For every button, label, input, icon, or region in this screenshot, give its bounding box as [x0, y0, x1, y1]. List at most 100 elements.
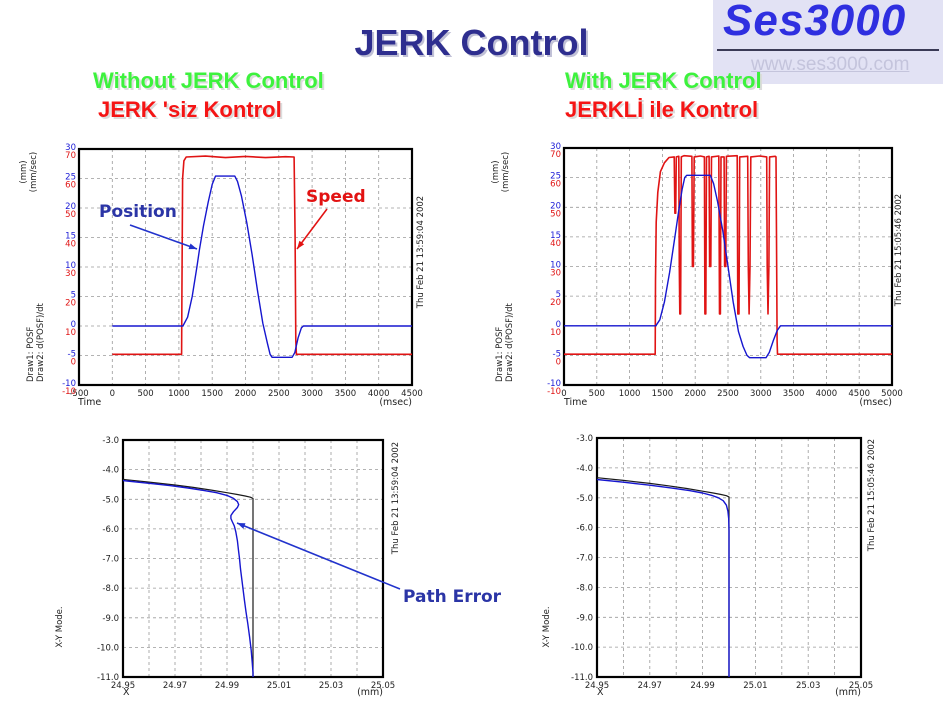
y-tick-label-speed: 20: [65, 299, 76, 309]
y-tick-label-speed: -10: [547, 387, 561, 397]
x-tick-label: 1000: [619, 389, 641, 399]
position-curve: [564, 174, 892, 359]
x-tick-label: 4500: [401, 389, 423, 399]
y-tick-label-position: 15: [550, 231, 561, 241]
x-tick-label: 1000: [168, 389, 190, 399]
y-tick-label-position: 5: [556, 290, 561, 300]
y-unit-mm: (mm): [491, 160, 501, 183]
with-jerk-time-chart: 0 500 1000 1500 2000 2500 3000 3500 4000 4500 5000…: [491, 142, 904, 408]
x-tick-label: 25.01: [743, 681, 767, 691]
draw2-label: Draw2: d(POSF)/dt: [505, 302, 515, 382]
position-arrow: [129, 224, 198, 250]
logo-url-link[interactable]: www.ses3000.com: [751, 54, 910, 75]
plot-frame: [562, 146, 894, 387]
y-tick-label-position: 25: [550, 172, 561, 182]
x-tick-label: 24.95: [111, 681, 135, 691]
y-tick-label-speed: 20: [550, 298, 561, 308]
path-error-arrow-head: [237, 523, 246, 529]
y-tick-label-speed: 10: [550, 328, 561, 338]
x-tick-label: 2500: [717, 389, 739, 399]
y-tick-label: -10.0: [571, 643, 593, 653]
y-tick-label: -10.0: [97, 643, 119, 653]
x-tick-label: 1500: [201, 389, 223, 399]
position-arrow-head: [188, 243, 197, 250]
header-with-jerk-tr: JERKLİ ile Kontrol: [565, 97, 759, 122]
y-tick-label-position: -5: [68, 350, 76, 360]
x-tick-label: 24.97: [163, 681, 187, 691]
y-tick-label-speed: 30: [550, 269, 561, 279]
y-tick-label-speed: 10: [65, 328, 76, 338]
y-tick-label-position: 20: [550, 201, 561, 211]
x-tick-label: 2000: [684, 389, 706, 399]
date-label: Thu Feb 21 15:05:46 2002: [867, 439, 877, 552]
x-axis-unit: (msec): [859, 397, 892, 408]
y-tick-label-speed: 70: [550, 150, 561, 160]
y-tick-label-speed: 40: [65, 240, 76, 250]
y-tick-label: -5.0: [576, 494, 593, 504]
x-tick-label: 3500: [783, 389, 805, 399]
header-without-jerk-tr: JERK 'siz Kontrol: [98, 97, 282, 122]
y-unit-mmsec: (mm/sec): [501, 152, 511, 192]
y-tick-label: -8.0: [576, 583, 593, 593]
y-tick-label-position: 20: [65, 202, 76, 212]
x-tick-label: 3000: [750, 389, 772, 399]
y-tick-label: -11.0: [97, 673, 119, 683]
y-tick-label-position: 5: [71, 291, 76, 301]
y-tick-label: -7.0: [576, 554, 593, 564]
draw1-label: Draw1: POSF: [26, 327, 36, 382]
x-tick-label: 25.05: [371, 681, 395, 691]
y-tick-label: -4.0: [576, 464, 593, 474]
annotation-path-error: Path Error: [403, 587, 502, 607]
with-jerk-path-chart: 24.95 24.97 24.99 25.01 25.03 25.05 -3.0 -4.0 -5…: [542, 434, 877, 698]
x-tick-label: 24.99: [215, 681, 239, 691]
x-tick-label: 500: [137, 389, 153, 399]
reference-path-curve: [596, 477, 730, 677]
y-tick-label: -11.0: [571, 673, 593, 683]
annotation-position: Position: [99, 202, 177, 222]
actual-path-curve: [122, 479, 254, 677]
x-tick-label: 24.99: [690, 681, 714, 691]
x-axis-unit: (mm): [357, 687, 383, 698]
y-tick-label-speed: 70: [65, 151, 76, 161]
x-tick-label: 1500: [652, 389, 674, 399]
x-tick-label: 3500: [335, 389, 357, 399]
y-tick-label: -4.0: [102, 466, 119, 476]
x-tick-label: 24.95: [585, 681, 609, 691]
y-tick-label-position: -5: [553, 349, 561, 359]
logo-box: Ses3000 www.ses3000.com: [713, 0, 943, 84]
xy-mode-label: X-Y Mode.: [542, 606, 552, 647]
without-jerk-time-chart: -500 0 500 1000 1500 2000 2500 3000 3500 4000 4500…: [19, 143, 426, 408]
y-unit-mmsec: (mm/sec): [29, 152, 39, 192]
date-label: Thu Feb 21 13:59:04 2002: [391, 442, 401, 555]
reference-path-curve: [122, 478, 254, 677]
x-tick-label: 3000: [301, 389, 323, 399]
plot-frame: [77, 147, 414, 387]
x-axis-unit: (msec): [379, 397, 412, 408]
y-tick-label: -6.0: [102, 525, 119, 535]
draw1-label: Draw1: POSF: [495, 327, 505, 382]
y-tick-label: -5.0: [102, 495, 119, 505]
date-label: Thu Feb 21 15:05:46 2002: [894, 194, 904, 307]
y-tick-label-position: 30: [550, 142, 561, 152]
x-tick-label: 0: [110, 389, 115, 399]
x-axis-unit: (mm): [835, 687, 861, 698]
y-tick-label-position: 25: [65, 173, 76, 183]
x-axis-title: Time: [77, 397, 101, 408]
speed-curve: [564, 154, 892, 355]
actual-path-curve: [596, 478, 730, 677]
y-tick-label-speed: 40: [550, 239, 561, 249]
x-tick-label: 4500: [848, 389, 870, 399]
logo-underline: [717, 49, 939, 51]
x-tick-label: 500: [589, 389, 605, 399]
x-tick-label: 2000: [235, 389, 257, 399]
y-tick-label-position: 10: [65, 261, 76, 271]
x-tick-label: 25.03: [796, 681, 820, 691]
y-tick-label: -9.0: [102, 614, 119, 624]
y-tick-label-position: 15: [65, 232, 76, 242]
logo-wordmark: Ses3000: [723, 0, 907, 45]
y-unit-mm: (mm): [19, 160, 29, 183]
y-tick-label-speed: 60: [550, 180, 561, 190]
y-tick-label: -8.0: [102, 584, 119, 594]
x-tick-label: 4000: [816, 389, 838, 399]
